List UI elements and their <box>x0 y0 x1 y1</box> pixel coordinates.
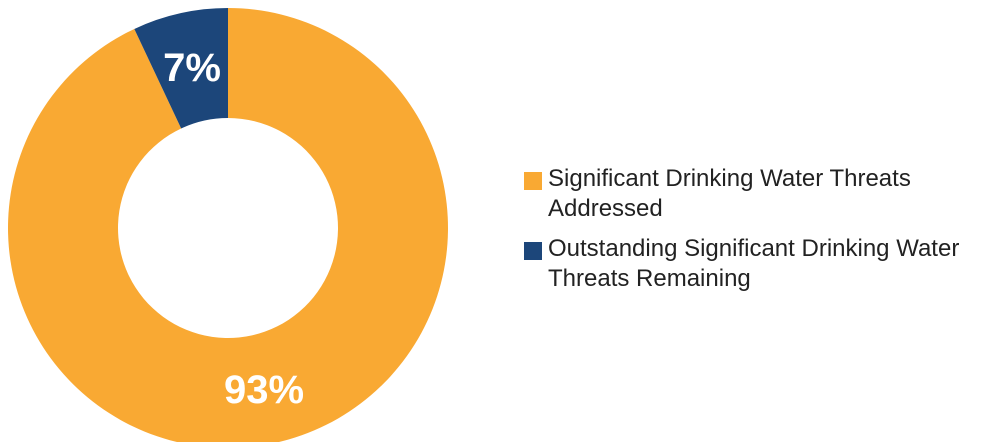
legend-swatch-remaining <box>524 242 542 260</box>
legend-item-remaining: Outstanding Significant Drinking Water T… <box>524 234 974 294</box>
slice-threats-addressed <box>8 8 448 442</box>
legend-item-addressed: Significant Drinking Water Threats Addre… <box>524 164 974 224</box>
legend-label-remaining: Outstanding Significant Drinking Water T… <box>548 235 960 292</box>
data-label-remaining: 7% <box>163 46 221 90</box>
legend-label-addressed: Significant Drinking Water Threats Addre… <box>548 165 911 222</box>
data-label-addressed: 93% <box>224 368 304 412</box>
legend: Significant Drinking Water Threats Addre… <box>524 164 974 304</box>
slice-threats-remaining <box>134 8 228 129</box>
legend-swatch-addressed <box>524 172 542 190</box>
